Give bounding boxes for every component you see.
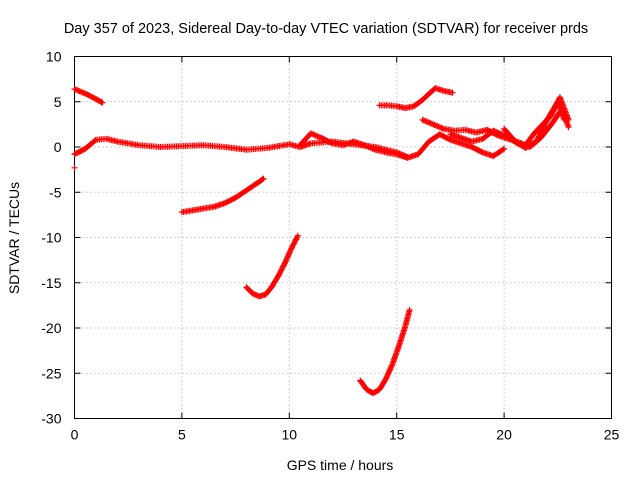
series-track-f — [376, 85, 456, 112]
y-tick-label: -25 — [41, 365, 61, 381]
data-point — [328, 139, 335, 146]
data-point — [499, 146, 506, 153]
x-tick-label: 25 — [604, 427, 620, 443]
series-track-d — [243, 232, 301, 300]
grid — [74, 56, 612, 419]
y-tick-label: -15 — [41, 275, 61, 291]
chart-title: Day 357 of 2023, Sidereal Day-to-day VTE… — [64, 21, 588, 37]
x-tick-label: 15 — [389, 427, 405, 443]
series-track-j — [501, 94, 572, 149]
y-tick-label: -10 — [41, 230, 61, 246]
y-tick-label: 0 — [54, 139, 62, 155]
data-point — [294, 233, 301, 240]
x-tick-label: 0 — [71, 427, 79, 443]
data-point — [98, 99, 105, 106]
series-track-e — [357, 306, 413, 397]
x-tick-labels: 0 5 10 15 20 25 — [71, 427, 620, 443]
y-tick-label: -5 — [49, 184, 62, 200]
data-point — [259, 176, 266, 183]
y-axis-label: SDTVAR / TECUs — [6, 182, 22, 294]
y-tick-label: -30 — [41, 411, 61, 427]
data-point — [501, 145, 508, 152]
series-track-a — [71, 135, 411, 160]
ticks — [74, 56, 612, 419]
data-point — [260, 175, 267, 182]
x-tick-label: 10 — [282, 427, 298, 443]
data-point — [71, 164, 78, 171]
x-axis-label: GPS time / hours — [287, 457, 394, 473]
data-point — [565, 116, 572, 123]
series-track-g — [297, 130, 508, 161]
y-tick-label: -20 — [41, 320, 61, 336]
data-point — [565, 124, 572, 131]
data-marks — [71, 85, 572, 397]
data-point — [449, 89, 456, 96]
series-track-b — [71, 86, 106, 106]
y-tick-label: 5 — [54, 94, 62, 110]
data-point — [91, 137, 98, 144]
x-tick-label: 5 — [178, 427, 186, 443]
x-tick-label: 20 — [496, 427, 512, 443]
y-tick-labels: -30 -25 -20 -15 -10 -5 0 5 10 — [41, 49, 61, 427]
data-point — [406, 306, 413, 313]
data-point — [99, 99, 106, 106]
series-track-c — [178, 175, 267, 216]
data-point — [294, 232, 301, 239]
y-tick-label: 10 — [46, 49, 62, 65]
